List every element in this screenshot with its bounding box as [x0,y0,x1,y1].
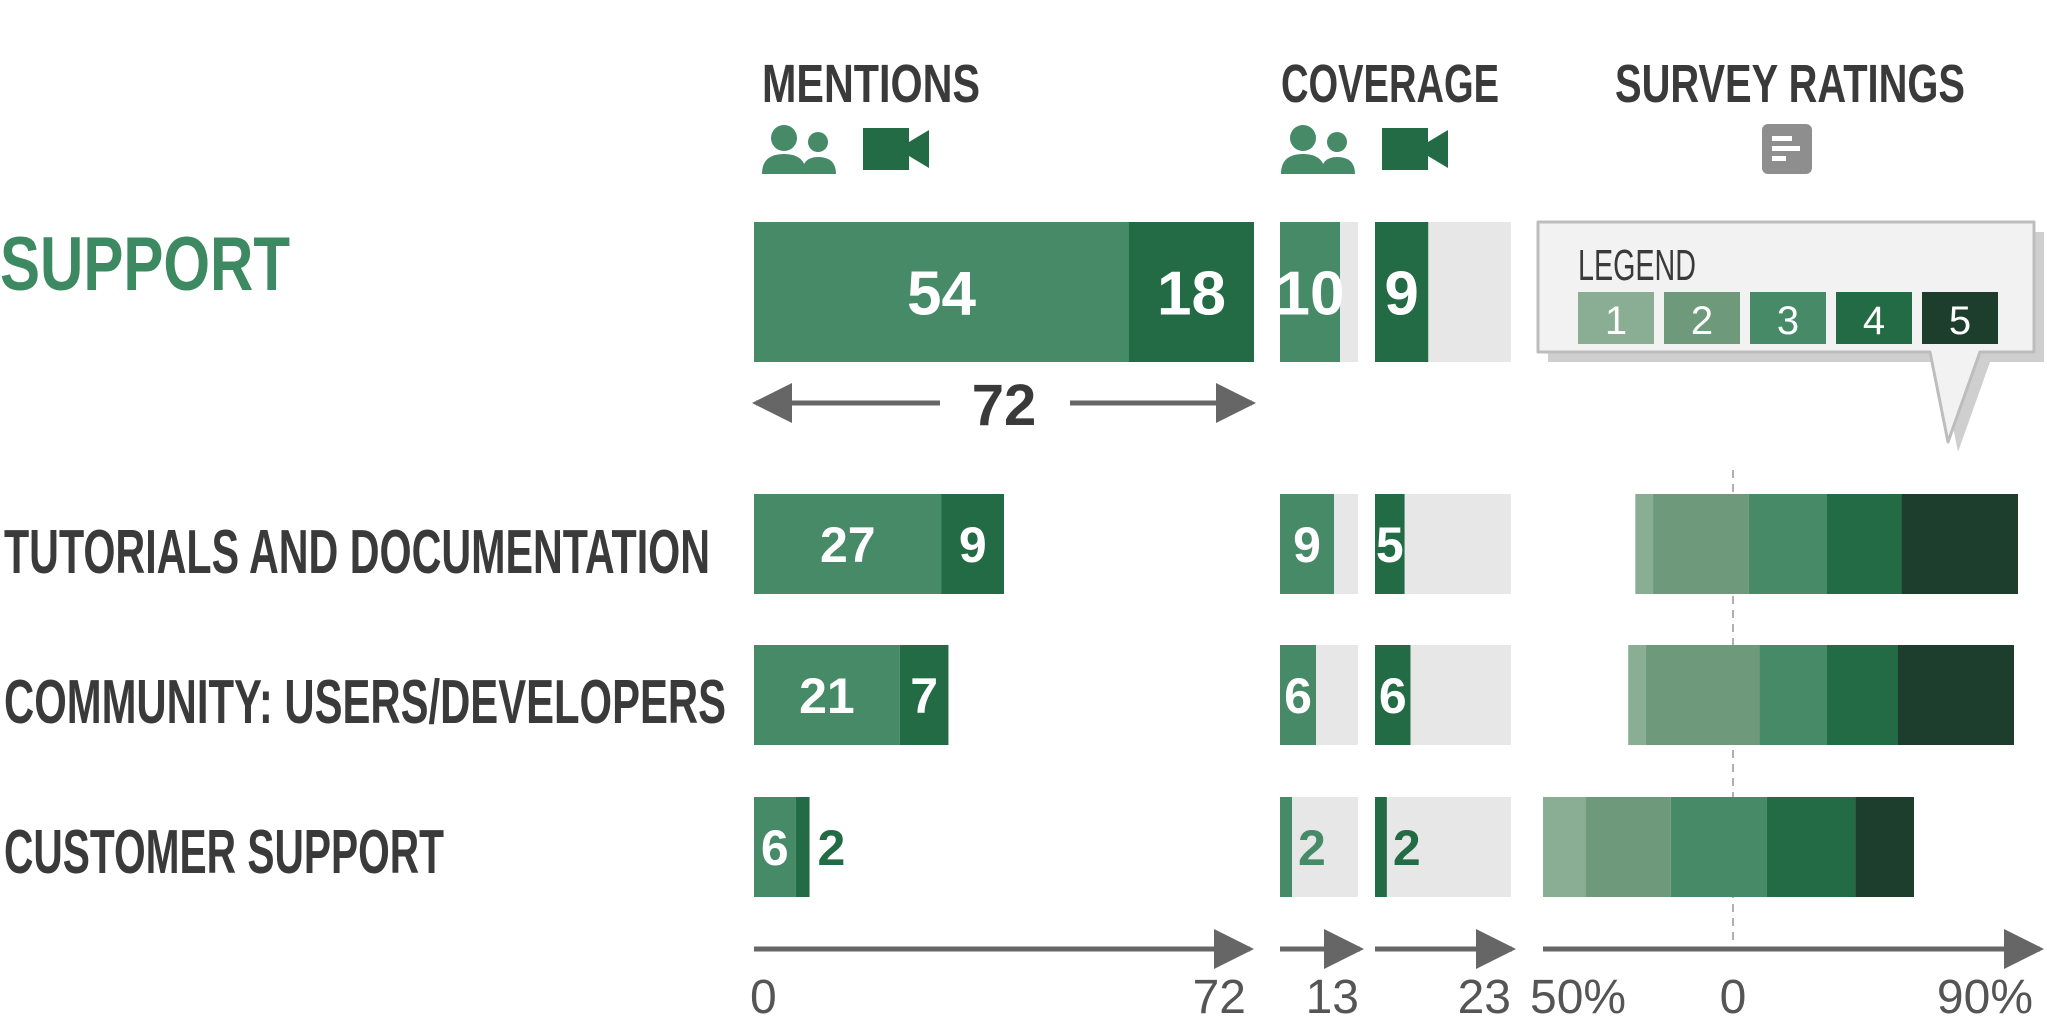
legend-swatch-4 [1836,292,1912,344]
mentions-people-bar [754,494,942,594]
coverage-people-track [1280,797,1358,897]
coverage-video-value: 5 [1376,517,1404,573]
legend-swatch-label-5: 5 [1949,299,1971,343]
coverage-video-value: 6 [1379,668,1407,724]
coverage-people-bar [1280,645,1316,745]
coverage-video-value: 9 [1384,259,1418,328]
survey-segment-5 [1898,645,2014,745]
survey-axis-min: 50% [1530,971,1626,1024]
coverage-video-value: 2 [1393,820,1421,876]
survey-axis-max: 90% [1937,971,2033,1024]
mentions-video-value: 7 [910,668,938,724]
survey-segment-2 [1585,797,1671,897]
coverage-people-bar [1280,797,1292,897]
survey-segment-5 [1901,494,2018,594]
coverage-people-bar [1280,222,1340,362]
mentions-people-value: 6 [761,820,789,876]
row-bars: 21 7 6 6 [754,645,1511,745]
survey-segment-3 [1748,494,1827,594]
survey-bar [1628,645,2014,745]
survey-segment-4 [1827,645,1898,745]
coverage-video-bar [1375,494,1405,594]
legend-swatch-5 [1922,292,1998,344]
video-camera-icon [1382,128,1448,170]
survey-segment-1 [1635,494,1654,594]
survey-segment-2 [1653,494,1749,594]
total-mentions-label: 72 [972,373,1037,438]
survey-segment-4 [1766,797,1856,897]
row-bars: 27 9 9 5 [754,494,1511,594]
coverage-video-bar [1375,645,1411,745]
row-label-tutorials: TUTORIALS AND DOCUMENTATION [4,518,710,587]
people-icon [762,125,836,174]
legend-swatch-label-4: 4 [1863,299,1885,343]
survey-segment-3 [1759,645,1827,745]
header-coverage: COVERAGE [1281,54,1499,114]
axes: 0 72 13 23 50% 0 90% [750,929,2044,1024]
survey-bar [1635,494,2018,594]
survey-segment-2 [1645,645,1760,745]
mentions-video-value: 18 [1157,259,1226,328]
survey-segment-5 [1855,797,1914,897]
mentions-video-bar [1129,222,1254,362]
mentions-people-value: 27 [820,517,876,573]
coverage-video-axis-max: 23 [1458,971,1511,1024]
coverage-people-value: 10 [1276,259,1345,328]
row-label-support: SUPPORT [0,222,290,307]
coverage-video-track [1375,797,1511,897]
legend-box: LEGEND 1 2 3 4 5 [1536,220,2044,452]
header-mentions: MENTIONS [762,54,980,114]
mentions-video-bar [941,494,1004,594]
mentions-video-value: 9 [959,517,987,573]
mentions-people-bar [754,645,900,745]
mentions-video-bar [899,645,949,745]
mentions-people-bar [754,797,796,897]
mentions-video-value: 2 [818,820,846,876]
legend-swatch-label-1: 1 [1605,299,1627,343]
survey-bar [1543,797,1914,897]
mentions-axis-min: 0 [750,971,777,1024]
mentions-people-bar [754,222,1129,362]
mentions-axis-max: 72 [1193,971,1246,1024]
survey-list-icon [1762,124,1812,174]
people-icon [1281,125,1355,174]
legend-swatches: 1 2 3 4 5 [1578,292,1998,344]
mentions-video-bar [795,797,810,897]
legend-swatch-label-3: 3 [1777,299,1799,343]
row-label-customer-support: CUSTOMER SUPPORT [4,818,444,887]
coverage-video-bar [1375,222,1429,362]
coverage-people-value: 6 [1284,668,1312,724]
mentions-people-value: 54 [907,259,976,328]
coverage-people-bar [1280,494,1334,594]
coverage-people-axis-max: 13 [1306,971,1359,1024]
video-camera-icon [863,128,929,170]
legend-swatch-1 [1578,292,1654,344]
row-label-community: COMMUNITY: USERS/DEVELOPERS [4,668,726,737]
survey-segment-4 [1827,494,1902,594]
survey-segment-1 [1543,797,1586,897]
mentions-people-value: 21 [799,668,855,724]
row-bars: 54 18 10 9 [754,222,1511,362]
header-survey-ratings: SURVEY RATINGS [1615,54,1965,114]
coverage-video-bar [1375,797,1387,897]
bars-layer: 54 18 10 927 9 9 521 7 6 66 2 2 2 [754,222,2018,897]
legend-swatch-label-2: 2 [1691,299,1713,343]
legend-title: LEGEND [1578,241,1696,290]
survey-axis-zero: 0 [1720,971,1747,1024]
coverage-people-value: 2 [1298,820,1326,876]
survey-segment-3 [1670,797,1767,897]
legend-swatch-3 [1750,292,1826,344]
survey-segment-1 [1628,645,1646,745]
coverage-people-value: 9 [1293,517,1321,573]
legend-swatch-2 [1664,292,1740,344]
